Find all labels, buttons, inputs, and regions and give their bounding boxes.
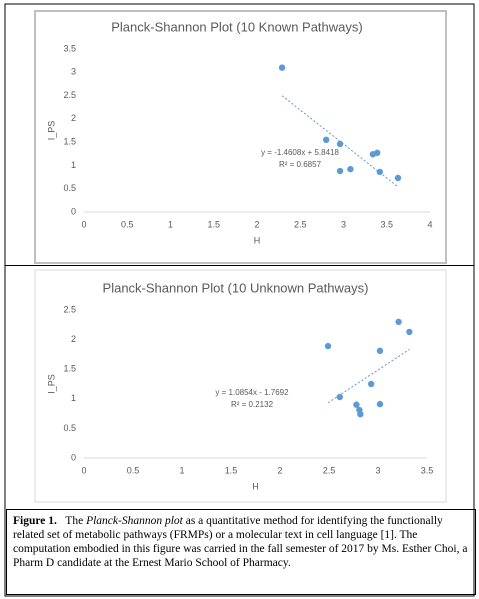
caption-lead: The [65,515,84,527]
x-tick-label: 0 [81,465,86,475]
trendline-r2: R² = 0.2132 [231,400,274,409]
caption: Figure 1. The Planck-Shannon plot as a q… [6,509,476,595]
chart-title: Planck-Shannon Plot (10 Known Pathways) [111,19,362,34]
x-tick-label: 1 [168,219,173,229]
point [376,347,384,355]
x-tick-label: 2.5 [294,219,307,229]
x-tick-label: 2.5 [323,465,336,475]
point [336,140,344,148]
trendline-equation: y = -1.4608x + 5.8418 [261,148,339,157]
point [376,400,384,408]
trendline [281,95,399,188]
y-tick-label: 0.5 [63,183,76,193]
point [347,165,354,173]
point [278,64,286,71]
trendline [327,348,410,404]
x-axis-label: H [252,481,259,491]
caption-italic: Planck-Shannon plot [86,515,183,527]
x-tick-label: 3.5 [421,465,434,475]
point [376,168,384,176]
y-tick-label: 3.5 [63,43,76,53]
point [336,393,343,401]
x-tick-label: 1.5 [207,219,220,229]
point [374,149,381,157]
y-tick-label: 0 [71,452,76,462]
chart-frame [34,269,447,503]
y-tick-label: 0 [71,206,76,216]
point [353,401,360,408]
x-tick-label: 1.5 [225,465,238,475]
point [336,167,344,175]
point [323,136,330,144]
x-tick-label: 3 [375,465,380,475]
y-axis-label: I_PS [46,121,56,141]
x-tick-label: 4 [427,219,432,229]
y-tick-label: 3 [71,67,76,77]
y-tick-label: 2 [71,334,76,344]
x-tick-label: 2 [254,219,259,229]
figure-border [4,3,475,597]
caption-text: as a quantitative method for identifying… [13,515,468,569]
y-tick-label: 2 [71,113,76,123]
x-tick-label: 3 [341,219,346,229]
x-tick-label: 0.5 [121,219,134,229]
trendline-r2: R² = 0.6857 [279,160,322,169]
point [324,342,332,350]
y-tick-label: 1.5 [63,137,76,147]
point [367,380,375,388]
chart-frame [34,10,447,264]
point [406,328,413,336]
y-tick-label: 1 [71,160,76,170]
y-tick-label: 1.5 [63,364,76,374]
x-tick-label: 3.5 [380,219,393,229]
y-tick-label: 2.5 [63,90,76,100]
y-tick-label: 1 [71,393,76,403]
y-tick-label: 2.5 [63,304,76,314]
point [357,410,364,418]
x-axis-label: H [254,235,261,245]
x-tick-label: 0 [81,219,86,229]
y-axis-label: I_PS [46,374,56,394]
trendline-equation: y = 1.0854x - 1.7692 [215,388,289,397]
chart-title: Planck-Shannon Plot (10 Unknown Pathways… [103,280,369,295]
point [394,174,402,182]
caption-label: Figure 1. [13,515,57,527]
y-tick-label: 0.5 [63,423,76,433]
x-tick-label: 1 [179,465,184,475]
point [395,318,402,326]
x-tick-label: 2 [277,465,282,475]
x-tick-label: 0.5 [127,465,140,475]
